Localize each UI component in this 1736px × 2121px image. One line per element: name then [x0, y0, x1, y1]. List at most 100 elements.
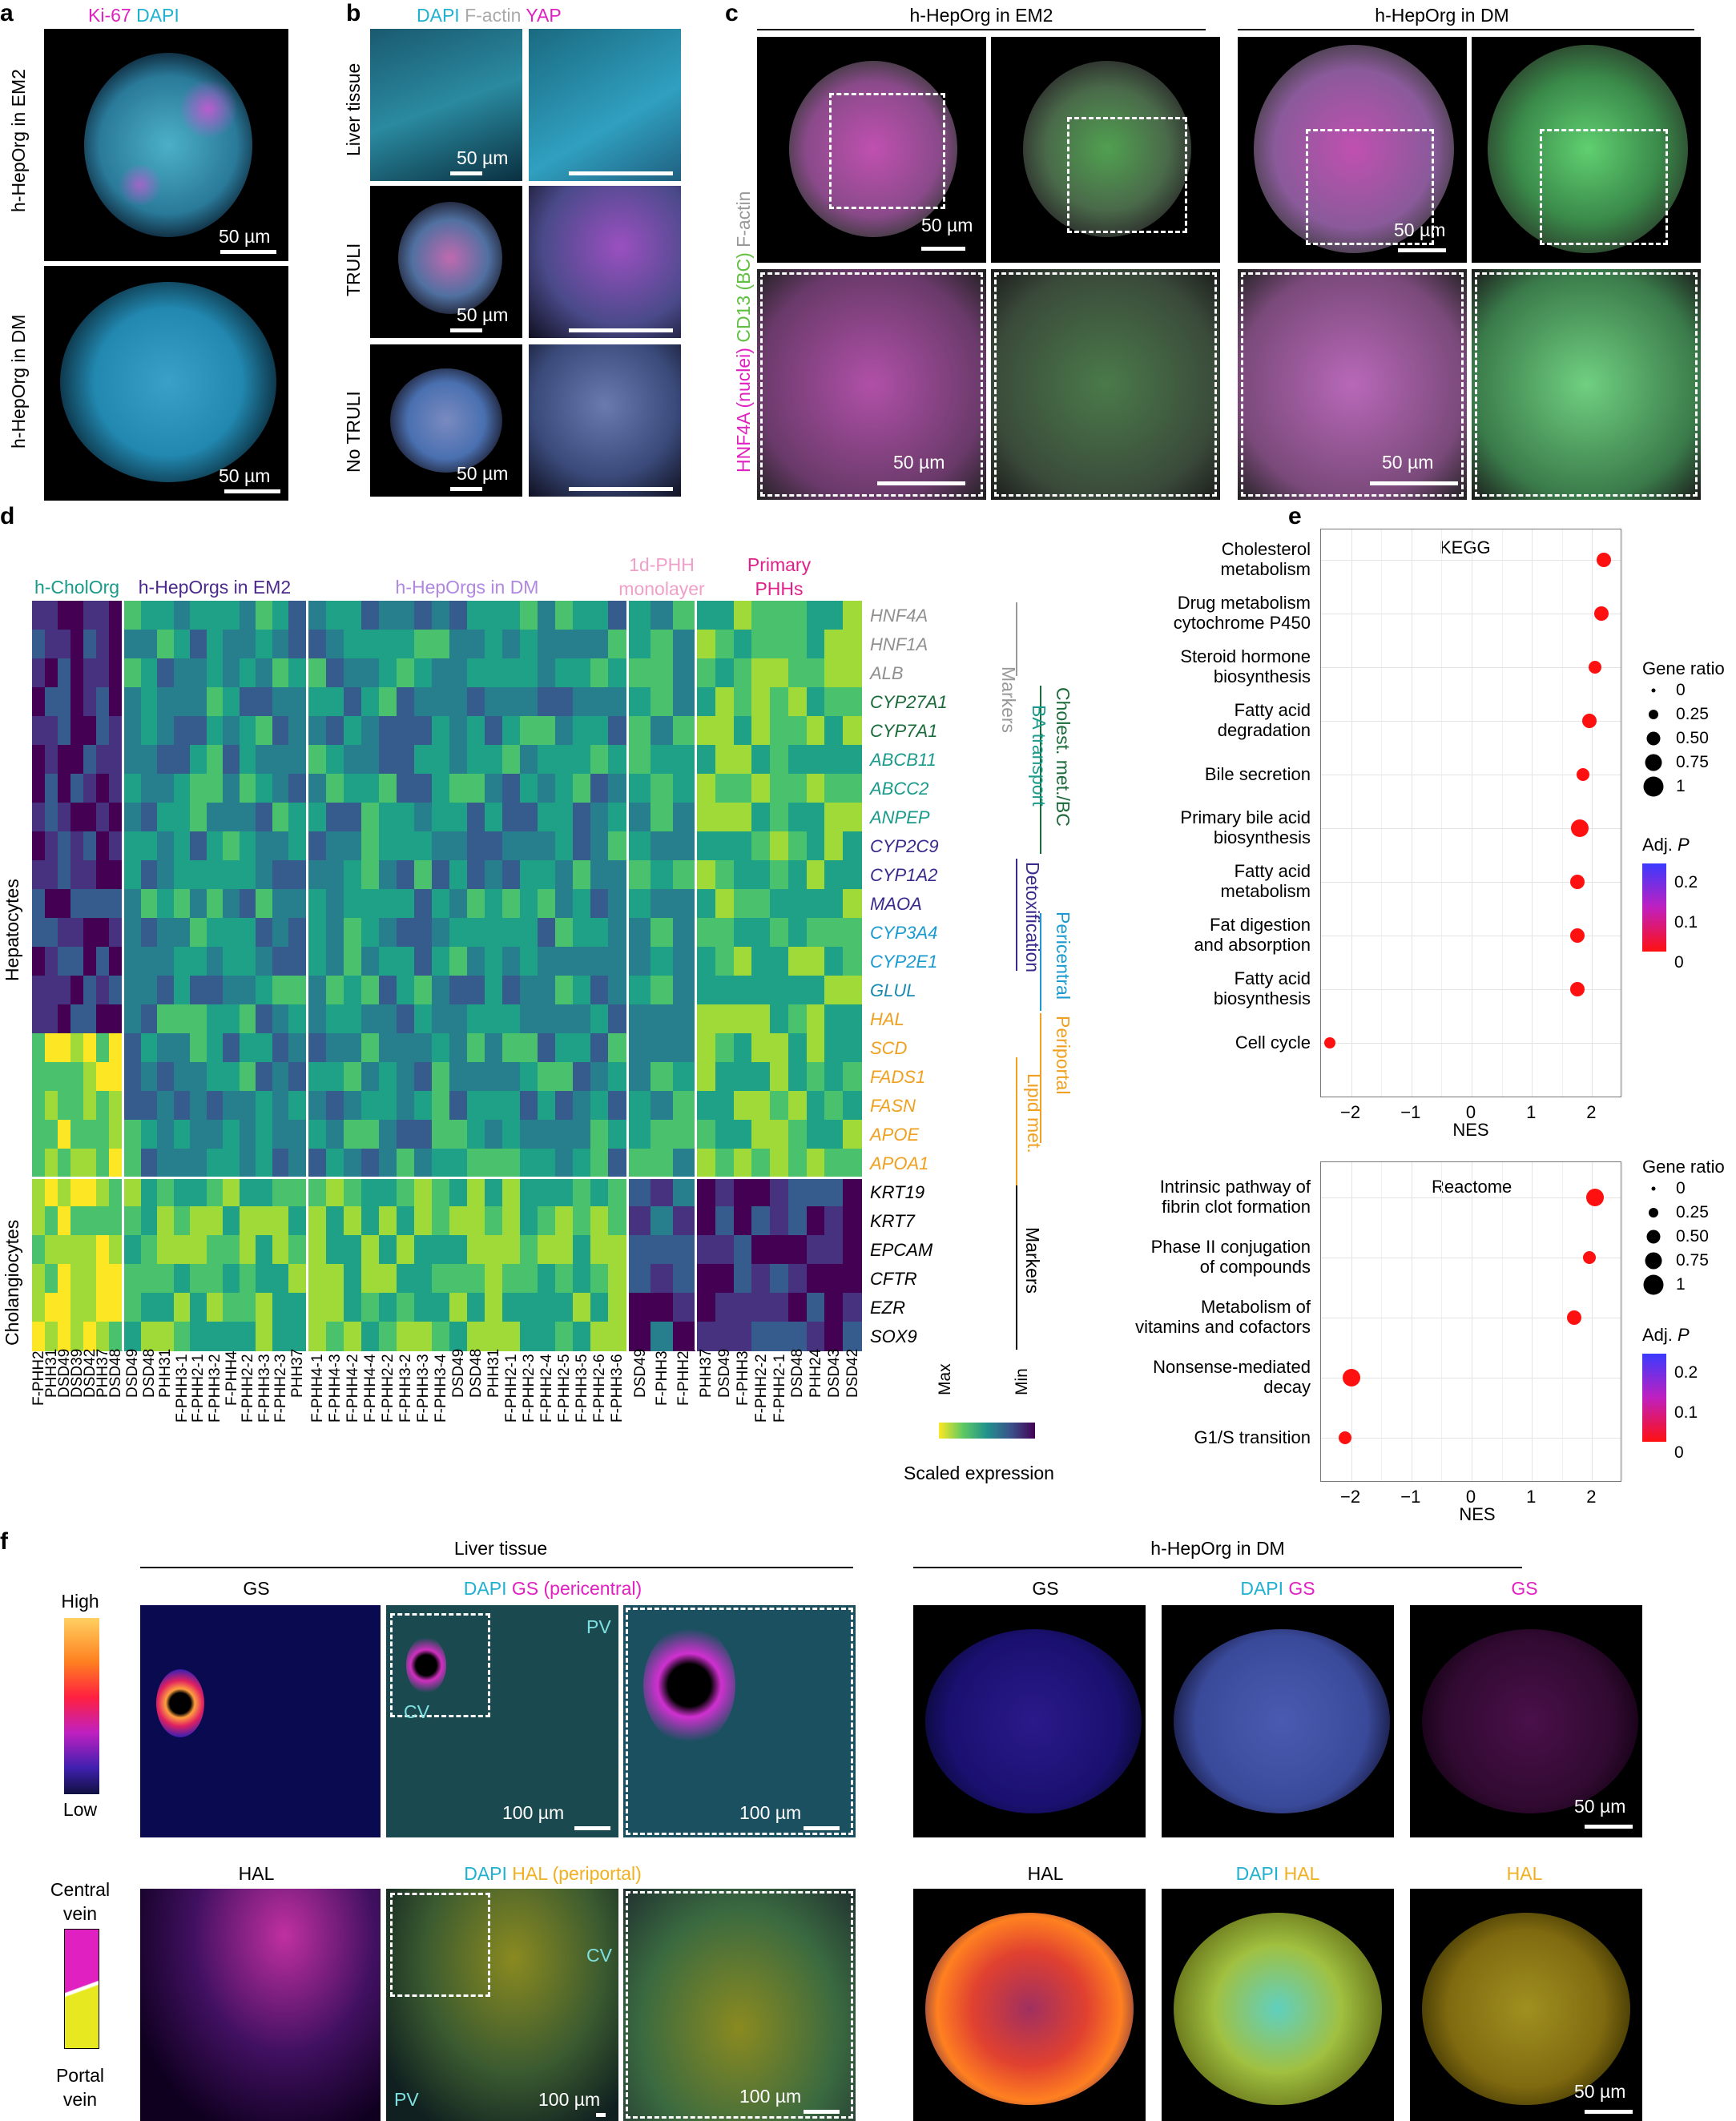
- heatmap-cell: [538, 1235, 556, 1265]
- heatmap-cell: [715, 774, 735, 803]
- sample-label: DSD42: [844, 1348, 861, 1398]
- heatmap-cell: [326, 1264, 344, 1294]
- heatmap-cell: [96, 976, 110, 1005]
- heatmap-cell: [520, 601, 538, 630]
- heatmap-cell: [124, 1062, 142, 1092]
- heatmap-cell: [824, 1062, 844, 1092]
- heatmap-cell: [697, 658, 716, 688]
- heatmap-cell: [590, 745, 609, 775]
- heatmap-cell: [520, 860, 538, 890]
- heatmap-cell: [206, 1264, 224, 1294]
- heatmap-cell: [173, 774, 191, 803]
- heatmap-cell: [608, 774, 626, 803]
- heatmap-cell: [308, 1322, 327, 1351]
- heatmap-cell: [629, 947, 651, 976]
- heatmap-cell: [590, 1120, 609, 1149]
- heatmap-cell: [608, 976, 626, 1005]
- heatmap-cell: [256, 1062, 273, 1092]
- heatmap-cell: [715, 1062, 735, 1092]
- data-point: [1597, 553, 1612, 567]
- heatmap-cell: [140, 918, 158, 948]
- heatmap-cell: [397, 918, 415, 948]
- heatmap-cell: [672, 1120, 695, 1149]
- heatmap-cell: [573, 687, 591, 717]
- ratio-dot: [1645, 1252, 1662, 1270]
- heatmap-cell: [109, 860, 123, 890]
- heatmap-cell: [326, 774, 344, 803]
- ratio-dot: [1651, 688, 1656, 693]
- heatmap-cell: [379, 687, 397, 717]
- heatmap-cell: [432, 918, 450, 948]
- row-label: Fat digestion and absorption: [1194, 915, 1311, 955]
- heatmap-cell: [272, 716, 290, 746]
- heatmap-cell: [109, 745, 123, 775]
- heatmap-cell: [590, 918, 609, 948]
- heatmap-cell: [824, 889, 844, 919]
- heatmap-cell: [751, 630, 771, 659]
- heatmap-cell: [538, 1322, 556, 1351]
- heatmap-cell: [256, 1293, 273, 1322]
- heatmap-cell: [672, 860, 695, 890]
- heatmap-cell: [326, 745, 344, 775]
- heatmap-cell: [288, 1149, 306, 1178]
- heatmap-cell: [124, 1322, 142, 1351]
- heatmap-cell: [650, 601, 674, 630]
- heatmap-cell: [573, 774, 591, 803]
- heatmap-cell: [715, 687, 735, 717]
- heatmap-cell: [733, 630, 752, 659]
- ratio-label: 0.50: [1676, 729, 1709, 747]
- heatmap-cell: [190, 716, 207, 746]
- heatmap-cell: [697, 1322, 716, 1351]
- heatmap-cell: [397, 658, 415, 688]
- heatmap-cell: [70, 658, 84, 688]
- heatmap: [32, 601, 862, 1354]
- heatmap-cell: [239, 1293, 256, 1322]
- heatmap-cell: [124, 947, 142, 976]
- heatmap-cell: [308, 803, 327, 832]
- heatmap-cell: [502, 889, 521, 919]
- x-tick: 2: [1586, 1487, 1597, 1507]
- heatmap-cell: [538, 1062, 556, 1092]
- heatmap-cell: [432, 630, 450, 659]
- b-row-label-truli: TRULI: [343, 243, 364, 296]
- heatmap-cell: [58, 658, 71, 688]
- heatmap-cell: [590, 1206, 609, 1236]
- heatmap-cell: [379, 947, 397, 976]
- heatmap-cell: [806, 1322, 826, 1351]
- heatmap-cell: [715, 918, 735, 948]
- heatmap-cell: [326, 687, 344, 717]
- heatmap-cell: [608, 1235, 626, 1265]
- heatmap-cell: [223, 658, 240, 688]
- annot-markers-top: Markers: [998, 666, 1019, 734]
- heatmap-cell: [45, 1264, 58, 1294]
- heatmap-cell: [190, 1322, 207, 1351]
- heatmap-cell: [272, 601, 290, 630]
- heatmap-cell: [157, 687, 175, 717]
- heatmap-cell: [806, 658, 826, 688]
- heatmap-cell: [397, 630, 415, 659]
- heatmap-cell: [733, 889, 752, 919]
- heatmap-cell: [733, 1235, 752, 1265]
- heatmap-cell: [223, 947, 240, 976]
- heatmap-cell: [239, 803, 256, 832]
- heatmap-cell: [140, 1235, 158, 1265]
- heatmap-cell: [715, 1293, 735, 1322]
- heatmap-cell: [751, 601, 771, 630]
- heatmap-cell: [109, 1322, 123, 1351]
- heatmap-cell: [326, 1235, 344, 1265]
- heatmap-cell: [770, 658, 789, 688]
- heatmap-cell: [555, 1177, 574, 1207]
- heatmap-cell: [432, 1177, 450, 1207]
- heatmap-cell: [223, 1033, 240, 1063]
- heatmap-cell: [344, 831, 362, 861]
- sample-label: F-PHH3-3: [415, 1354, 432, 1423]
- gene-label: FADS1: [870, 1067, 926, 1087]
- heatmap-cell: [83, 976, 97, 1005]
- heatmap-cell: [45, 1120, 58, 1149]
- heatmap-cell: [58, 918, 71, 948]
- sample-label: DSD48: [107, 1348, 124, 1398]
- heatmap-cell: [573, 601, 591, 630]
- f-liver-dapi-gs-zoom: 100 µm: [623, 1605, 856, 1837]
- heatmap-cell: [715, 658, 735, 688]
- heatmap-cell: [751, 1322, 771, 1351]
